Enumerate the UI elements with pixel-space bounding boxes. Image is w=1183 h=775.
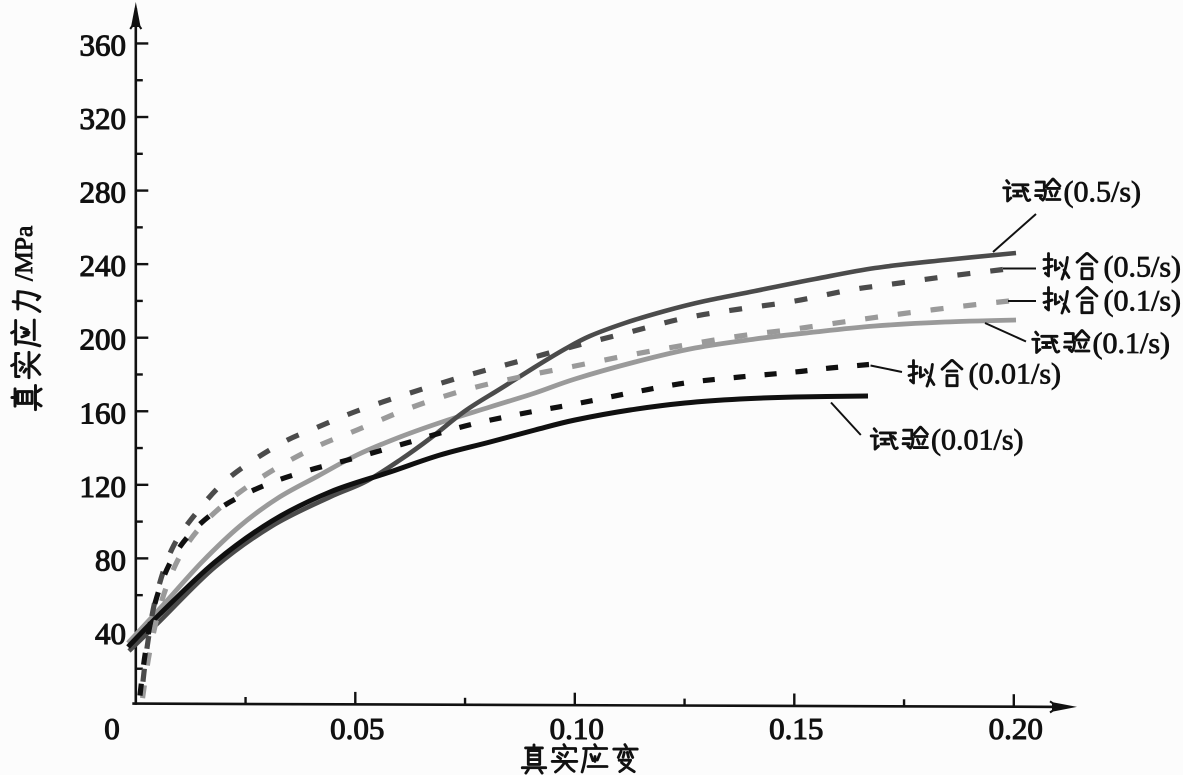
svg-text:360: 360: [80, 28, 127, 63]
svg-text:(0.1/s): (0.1/s): [1104, 285, 1182, 318]
svg-text:(0.01/s): (0.01/s): [931, 424, 1024, 457]
svg-text:0.05: 0.05: [330, 711, 384, 746]
svg-text:280: 280: [80, 175, 127, 210]
svg-text:0.10: 0.10: [550, 711, 604, 746]
svg-text:320: 320: [80, 101, 127, 136]
svg-text:/MPa: /MPa: [9, 226, 38, 281]
svg-text:0.15: 0.15: [769, 711, 823, 746]
svg-text:80: 80: [95, 542, 126, 577]
svg-text:(0.5/s): (0.5/s): [1064, 176, 1142, 209]
svg-text:40: 40: [95, 616, 126, 651]
svg-text:(0.1/s): (0.1/s): [1093, 327, 1171, 360]
svg-text:(0.5/s): (0.5/s): [1104, 251, 1182, 284]
svg-text:120: 120: [80, 469, 127, 504]
svg-text:240: 240: [80, 248, 127, 283]
svg-text:160: 160: [80, 395, 127, 430]
svg-text:200: 200: [80, 322, 127, 357]
svg-text:0.20: 0.20: [989, 711, 1043, 746]
svg-text:(0.01/s): (0.01/s): [969, 358, 1062, 391]
svg-text:0: 0: [104, 711, 120, 746]
